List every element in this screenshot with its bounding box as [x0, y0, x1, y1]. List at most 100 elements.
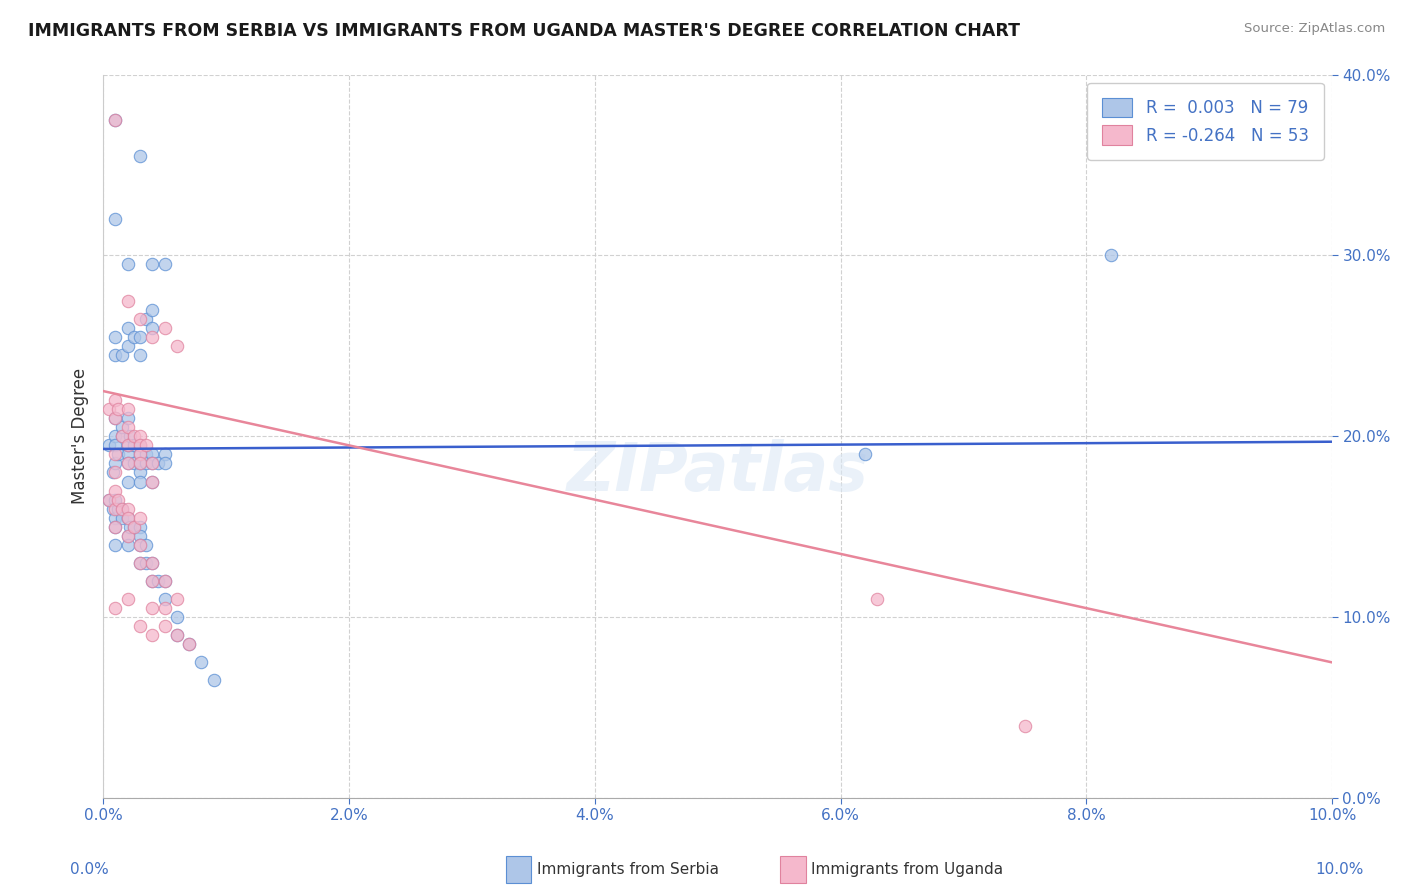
- Point: [1014, 719, 1036, 733]
- Point: [104, 112, 127, 127]
- Point: [129, 619, 152, 633]
- Point: [135, 438, 157, 452]
- Point: [117, 510, 139, 524]
- Point: [104, 112, 127, 127]
- Point: [117, 538, 139, 552]
- Point: [122, 520, 145, 534]
- Point: [107, 501, 129, 516]
- Text: 0.0%: 0.0%: [70, 863, 110, 877]
- Point: [117, 529, 139, 543]
- Point: [148, 457, 170, 471]
- Point: [104, 520, 127, 534]
- Point: [110, 429, 132, 443]
- Point: [129, 475, 152, 489]
- Point: [117, 293, 139, 308]
- Point: [129, 330, 152, 344]
- Text: ZIPatlas: ZIPatlas: [567, 440, 869, 506]
- Point: [104, 393, 127, 408]
- Point: [141, 475, 163, 489]
- Point: [104, 520, 127, 534]
- Point: [117, 438, 139, 452]
- Point: [153, 574, 176, 588]
- Point: [129, 556, 152, 570]
- Point: [117, 402, 139, 417]
- Point: [104, 466, 127, 480]
- Text: 10.0%: 10.0%: [1316, 863, 1364, 877]
- Point: [129, 438, 152, 452]
- Point: [104, 483, 127, 498]
- Point: [98, 492, 121, 507]
- Text: Immigrants from Serbia: Immigrants from Serbia: [537, 863, 718, 877]
- Point: [104, 330, 127, 344]
- Point: [129, 429, 152, 443]
- Point: [129, 457, 152, 471]
- Point: [122, 330, 145, 344]
- Point: [120, 429, 142, 443]
- Text: Immigrants from Uganda: Immigrants from Uganda: [811, 863, 1004, 877]
- Point: [129, 447, 152, 461]
- Point: [141, 475, 163, 489]
- Point: [141, 257, 163, 271]
- Point: [153, 257, 176, 271]
- Point: [104, 411, 127, 425]
- Point: [148, 574, 170, 588]
- Legend: R =  0.003   N = 79, R = -0.264   N = 53: R = 0.003 N = 79, R = -0.264 N = 53: [1087, 83, 1324, 160]
- Point: [110, 429, 132, 443]
- Point: [153, 447, 176, 461]
- Point: [866, 592, 889, 607]
- Point: [153, 574, 176, 588]
- Point: [98, 438, 121, 452]
- Point: [104, 601, 127, 615]
- Point: [104, 492, 127, 507]
- Point: [141, 447, 163, 461]
- Point: [141, 628, 163, 642]
- Point: [117, 475, 139, 489]
- Point: [129, 447, 152, 461]
- Point: [129, 311, 152, 326]
- Point: [141, 601, 163, 615]
- Point: [129, 529, 152, 543]
- Point: [107, 447, 129, 461]
- Point: [104, 457, 127, 471]
- Point: [141, 320, 163, 334]
- Point: [117, 411, 139, 425]
- Point: [107, 402, 129, 417]
- Point: [153, 592, 176, 607]
- Point: [104, 538, 127, 552]
- Point: [117, 510, 139, 524]
- Point: [166, 610, 188, 624]
- Y-axis label: Master's Degree: Master's Degree: [72, 368, 89, 504]
- Point: [104, 429, 127, 443]
- Point: [141, 574, 163, 588]
- Point: [122, 520, 145, 534]
- Point: [129, 149, 152, 163]
- Point: [117, 457, 139, 471]
- Point: [117, 592, 139, 607]
- Point: [141, 330, 163, 344]
- Point: [141, 457, 163, 471]
- Point: [153, 320, 176, 334]
- Point: [853, 447, 876, 461]
- Point: [129, 538, 152, 552]
- Point: [135, 447, 157, 461]
- Point: [110, 510, 132, 524]
- Point: [141, 556, 163, 570]
- Point: [166, 592, 188, 607]
- Point: [190, 656, 212, 670]
- Point: [141, 302, 163, 317]
- Point: [110, 348, 132, 362]
- Point: [135, 556, 157, 570]
- Point: [117, 501, 139, 516]
- Point: [104, 212, 127, 227]
- Point: [129, 348, 152, 362]
- Point: [122, 438, 145, 452]
- Point: [117, 438, 139, 452]
- Point: [107, 492, 129, 507]
- Point: [153, 457, 176, 471]
- Point: [104, 447, 127, 461]
- Point: [129, 510, 152, 524]
- Point: [129, 556, 152, 570]
- Point: [129, 538, 152, 552]
- Point: [166, 339, 188, 353]
- Point: [141, 574, 163, 588]
